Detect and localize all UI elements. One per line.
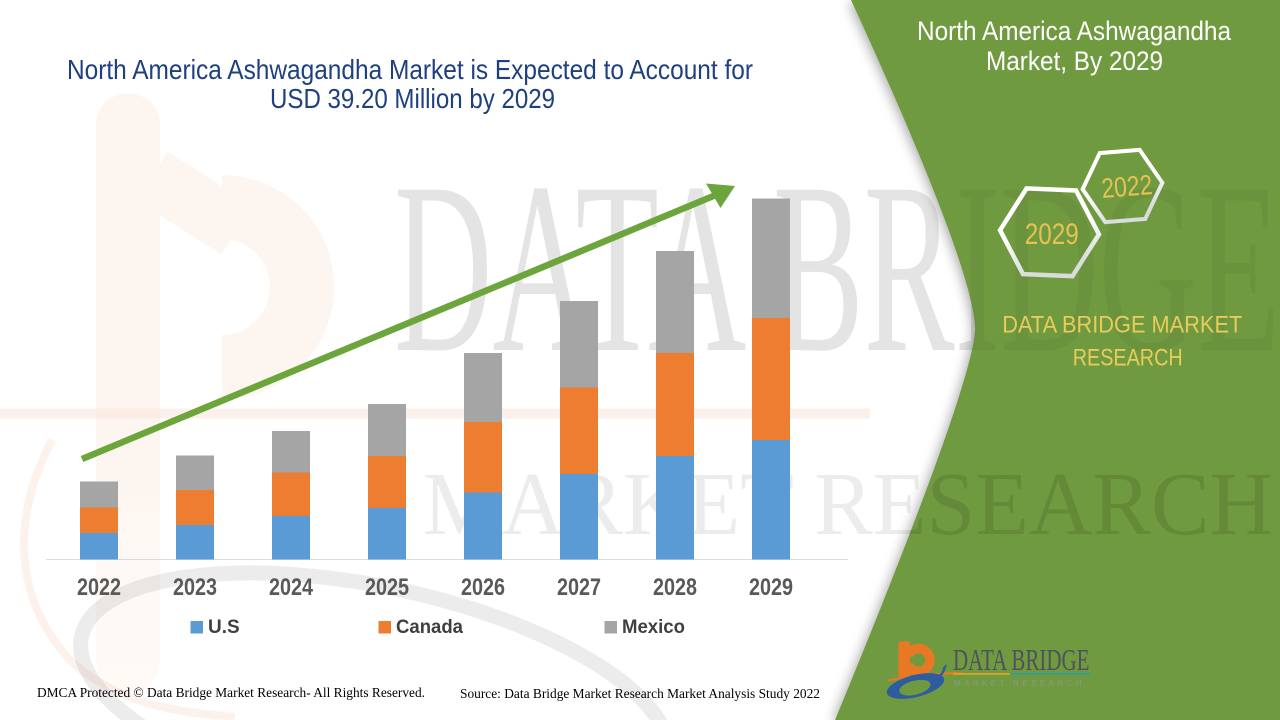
svg-text:DMCA Protected © Data Bridge M: DMCA Protected © Data Bridge Market Rese…	[37, 686, 425, 701]
svg-text:North America Ashwagandha Mark: North America Ashwagandha Market is Expe…	[67, 54, 753, 85]
svg-text:Mexico: Mexico	[622, 617, 685, 638]
svg-text:2022: 2022	[77, 574, 121, 601]
svg-text:Canada: Canada	[396, 617, 463, 638]
svg-text:DATA BRIDGE MARKET: DATA BRIDGE MARKET	[1002, 312, 1242, 339]
svg-text:MARKET RESEARCH: MARKET RESEARCH	[954, 679, 1085, 688]
svg-text:2025: 2025	[365, 574, 409, 601]
svg-text:DATA BRIDGE: DATA BRIDGE	[953, 642, 1090, 677]
svg-text:2027: 2027	[557, 574, 601, 601]
svg-text:2029: 2029	[749, 574, 793, 601]
svg-text:2024: 2024	[269, 574, 314, 601]
svg-text:2026: 2026	[461, 574, 505, 601]
svg-text:RESEARCH: RESEARCH	[1073, 345, 1183, 372]
svg-text:2029: 2029	[1025, 218, 1079, 251]
svg-text:Source: Data Bridge Market Res: Source: Data Bridge Market Research Mark…	[460, 686, 820, 701]
svg-text:2022: 2022	[1100, 169, 1153, 204]
svg-text:2023: 2023	[173, 574, 217, 601]
svg-text:USD 39.20 Million by 2029: USD 39.20 Million by 2029	[270, 83, 555, 114]
svg-text:U.S: U.S	[208, 617, 240, 638]
svg-text:2028: 2028	[653, 574, 697, 601]
svg-text:Market, By 2029: Market, By 2029	[986, 46, 1163, 76]
svg-text:North America Ashwagandha: North America Ashwagandha	[917, 16, 1232, 46]
